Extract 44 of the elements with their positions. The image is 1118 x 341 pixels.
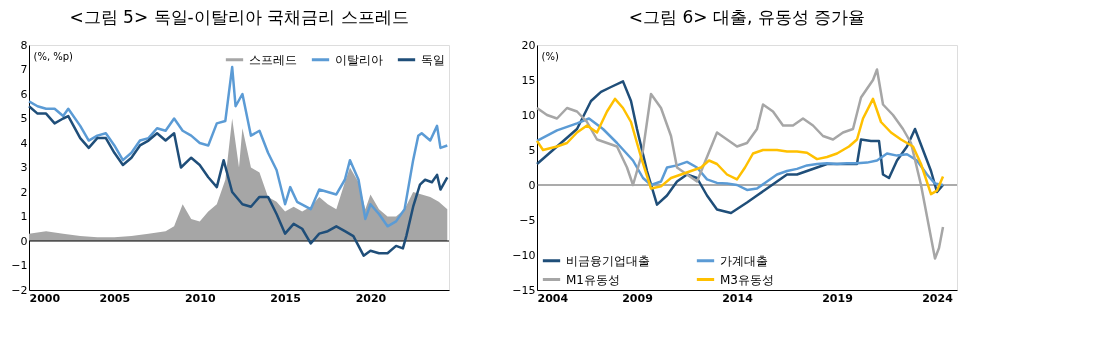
y-tick-label: −1: [11, 259, 28, 272]
x-tick-label: 2005: [99, 291, 131, 305]
y-tick-label: −5: [519, 213, 536, 227]
x-tick-label: 2020: [355, 291, 387, 305]
line-series: [27, 105, 449, 257]
y-tick-label: −2: [11, 283, 28, 297]
y-tick-label: −10: [512, 248, 536, 262]
x-tick-label: 2019: [822, 291, 853, 305]
y-tick-label: 8: [20, 38, 28, 52]
y-tick-label: 0: [20, 234, 28, 248]
y-tick-label: 10: [521, 108, 536, 122]
y-tick-label: 3: [20, 161, 28, 174]
y-axis-title: (%): [541, 50, 559, 62]
x-tick-label: 2014: [722, 291, 754, 305]
x-tick-label: 2009: [622, 291, 653, 305]
y-tick-label: 2: [20, 185, 28, 199]
x-tick-label: 2004: [537, 291, 569, 305]
x-tick-label: 2010: [184, 291, 216, 305]
y-axis-title: (%, %p): [33, 50, 74, 62]
y-tick-label: 7: [20, 63, 28, 76]
y-tick-label: 5: [20, 112, 28, 125]
x-tick-label: 2000: [29, 291, 61, 305]
y-tick-label: 4: [20, 136, 28, 150]
chart-title: <그림 6> 대출, 유동성 증가율: [628, 7, 866, 27]
line-series: [27, 65, 449, 228]
y-tick-label: 20: [521, 38, 536, 52]
y-tick-label: 15: [521, 73, 536, 87]
y-tick-label: 0: [528, 178, 536, 192]
legend-label: 가계대출: [720, 253, 768, 268]
y-tick-label: 6: [20, 87, 28, 101]
legend-label: 비금융기업대출: [566, 253, 650, 268]
y-tick-label: 1: [20, 210, 28, 223]
y-tick-label: −15: [512, 283, 536, 297]
legend-label: M3유동성: [720, 272, 774, 287]
line-series: [535, 117, 945, 192]
legend-label: 이탈리아: [335, 52, 383, 67]
y-tick-label: 5: [528, 143, 536, 157]
chart-title: <그림 5> 독일-이탈리아 국채금리 스프레드: [69, 7, 409, 27]
x-tick-label: 2024: [922, 291, 954, 305]
legend-label: M1유동성: [566, 272, 620, 287]
line-series: [535, 97, 945, 196]
legend-label: 독일: [421, 52, 445, 67]
x-tick-label: 2015: [270, 291, 301, 305]
legend-label: 스프레드: [249, 52, 297, 67]
